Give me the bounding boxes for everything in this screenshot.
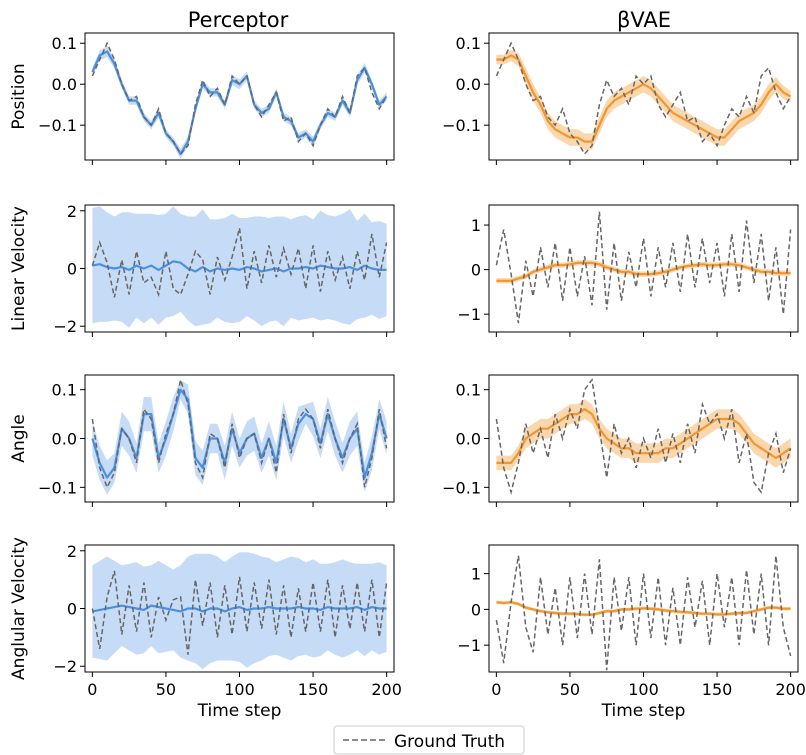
- ytick-label: 0.0: [456, 430, 481, 449]
- ytick-label: 0.0: [52, 75, 77, 94]
- yaxis-label: Anglular Velocity: [9, 537, 29, 680]
- xtick-label: 200: [775, 680, 806, 699]
- ytick-label: 1: [471, 216, 481, 235]
- column-title-bvae: βVAE: [617, 8, 671, 32]
- panel-perceptor-row0: 0.1 0.0 −0.1 Position: [9, 32, 395, 165]
- ytick-label: −0.1: [442, 478, 481, 497]
- uncertainty-band-perceptor-row3: [92, 552, 387, 670]
- legend-label: Ground Truth: [394, 732, 505, 752]
- legend-frame: [333, 725, 525, 755]
- uncertainty-band-perceptor-row2: [92, 379, 387, 495]
- estimate-line-bvae-row0: [496, 54, 792, 143]
- ytick-label: −1: [457, 636, 481, 655]
- panel-bvae-row0: 0.1 0.0 −0.1: [442, 32, 799, 165]
- estimate-line-perceptor-row1: [92, 260, 387, 273]
- legend: Ground Truth: [333, 725, 525, 755]
- ytick-label: 0.1: [456, 381, 481, 400]
- xtick-label: 100: [224, 680, 255, 699]
- xtick-label: 0: [87, 680, 97, 699]
- ytick-label: −0.1: [38, 478, 77, 497]
- ytick-label: 0: [67, 600, 77, 619]
- ground-truth-line-bvae-row2: [495, 378, 792, 496]
- ground-truth-line-bvae-row1: [495, 211, 792, 324]
- estimate-line-bvae-row2: [496, 408, 792, 464]
- ytick-label: 0.1: [456, 34, 481, 53]
- panel-perceptor-row3: 2 0 −2 0 50 100 150 200 Time step Anglular Veloci…: [9, 537, 402, 721]
- ground-truth-line-perceptor-row3: [91, 570, 388, 655]
- ytick-label: −2: [53, 317, 77, 336]
- ytick-label: −2: [53, 657, 77, 676]
- uncertainty-band-perceptor-row1: [92, 206, 387, 328]
- panel-perceptor-row2: 0.1 0.0 −0.1 Angle: [9, 374, 395, 507]
- yaxis-label: Position: [9, 63, 29, 129]
- estimate-line-perceptor-row3: [92, 604, 387, 613]
- ytick-label: −1: [457, 305, 481, 324]
- xtick-label: 50: [156, 680, 176, 699]
- ytick-label: 0: [67, 260, 77, 279]
- xtick-label: 0: [491, 680, 501, 699]
- uncertainty-band-bvae-row2: [496, 399, 791, 471]
- ground-truth-line-perceptor-row0: [91, 41, 388, 156]
- xtick-label: 100: [628, 680, 659, 699]
- xtick-label: 200: [371, 680, 402, 699]
- ytick-label: 0.0: [52, 430, 77, 449]
- ytick-label: 2: [67, 202, 77, 221]
- ground-truth-line-bvae-row3: [495, 555, 792, 671]
- ground-truth-line-bvae-row0: [495, 41, 792, 156]
- ground-truth-line-perceptor-row1: [91, 227, 388, 298]
- ytick-label: 2: [67, 542, 77, 561]
- estimate-line-perceptor-row0: [91, 50, 388, 155]
- xaxis-label: Time step: [197, 701, 282, 721]
- ytick-label: 0.1: [52, 381, 77, 400]
- column-title-perceptor: Perceptor: [188, 8, 289, 32]
- ytick-label: 0: [471, 261, 481, 280]
- xtick-label: 50: [560, 680, 580, 699]
- panel-bvae-row2: 0.1 0.0 −0.1: [442, 374, 799, 507]
- panel-bvae-row1: 1 0 −1: [457, 204, 799, 337]
- ytick-label: 0.1: [52, 34, 77, 53]
- ytick-label: −0.1: [38, 116, 77, 135]
- ground-truth-line-perceptor-row2: [91, 379, 388, 490]
- ytick-label: 0.0: [456, 75, 481, 94]
- ytick-label: 0: [471, 600, 481, 619]
- ytick-label: −0.1: [442, 116, 481, 135]
- panel-bvae-row3: 1 0 −1 0 50 100 150 200 Time step: [457, 544, 806, 721]
- yaxis-label: Angle: [9, 414, 29, 462]
- panel-perceptor-row1: 2 0 −2 Linear Velocity: [9, 202, 395, 337]
- xtick-label: 150: [298, 680, 329, 699]
- uncertainty-band-bvae-row0: [496, 49, 791, 150]
- yaxis-label: Linear Velocity: [9, 206, 29, 331]
- xaxis-label: Time step: [601, 701, 686, 721]
- xtick-label: 150: [702, 680, 733, 699]
- uncertainty-band-bvae-row1: [496, 260, 791, 284]
- ytick-label: 1: [471, 565, 481, 584]
